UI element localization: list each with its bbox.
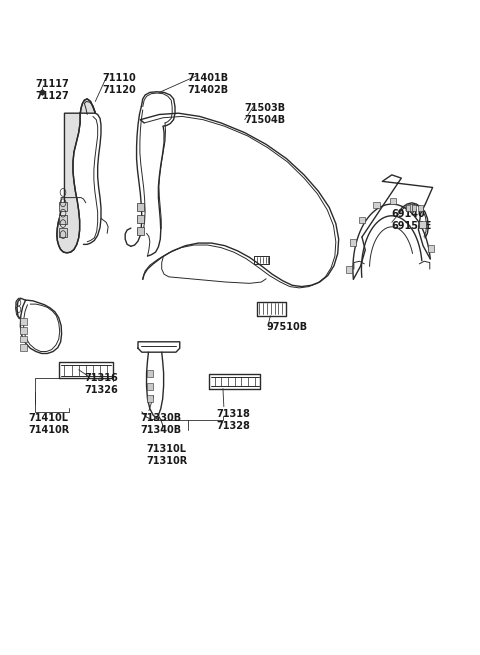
Bar (137, 227, 144, 234)
Bar (20, 328, 27, 334)
Bar (20, 318, 27, 325)
Text: 71110
71120: 71110 71120 (102, 73, 136, 95)
Text: 71316
71326: 71316 71326 (84, 373, 118, 395)
Text: 69140
69150E: 69140 69150E (392, 210, 432, 231)
Text: 71117
71127: 71117 71127 (35, 79, 69, 102)
Bar (59, 228, 67, 236)
Text: 71401B
71402B: 71401B 71402B (188, 73, 229, 95)
Bar (137, 204, 144, 212)
Text: 71503B
71504B: 71503B 71504B (245, 103, 286, 126)
Bar (346, 267, 352, 273)
Bar (20, 336, 27, 343)
Bar (349, 239, 356, 246)
Bar (20, 345, 27, 351)
Bar (59, 215, 67, 223)
Bar (418, 205, 423, 211)
Bar (412, 205, 417, 211)
Text: 71318
71328: 71318 71328 (216, 409, 250, 432)
Text: 97510B: 97510B (266, 322, 308, 332)
Bar (59, 202, 67, 211)
Bar (373, 202, 380, 208)
Bar (137, 215, 144, 223)
Polygon shape (57, 99, 96, 253)
Bar (146, 383, 153, 390)
Bar (406, 205, 410, 211)
Bar (420, 221, 426, 228)
Bar (146, 395, 153, 402)
Bar (428, 245, 434, 252)
Bar (359, 217, 365, 223)
Bar (146, 370, 153, 377)
Bar (390, 198, 396, 204)
Text: 71410L
71410R: 71410L 71410R (29, 413, 70, 435)
Bar (406, 204, 412, 211)
Text: 71330B
71340B: 71330B 71340B (140, 413, 181, 435)
Text: 71310L
71310R: 71310L 71310R (146, 444, 187, 466)
